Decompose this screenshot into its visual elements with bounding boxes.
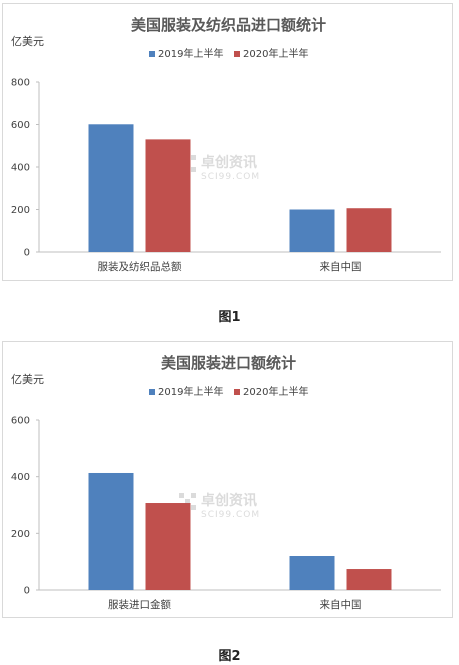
x-tick-label: 来自中国 bbox=[320, 260, 362, 273]
watermark-tile bbox=[191, 493, 196, 498]
legend-swatch bbox=[149, 389, 155, 395]
chart-title: 美国服装进口额统计 bbox=[161, 354, 296, 372]
bar bbox=[289, 556, 335, 590]
y-tick-label: 200 bbox=[11, 529, 30, 540]
y-tick-label: 600 bbox=[11, 416, 30, 427]
bar bbox=[145, 503, 191, 590]
y-tick-label: 0 bbox=[24, 248, 30, 259]
legend-swatch bbox=[234, 389, 240, 395]
bar bbox=[289, 209, 335, 252]
watermark-subtext: SCI99.COM bbox=[201, 510, 260, 520]
watermark-tile bbox=[185, 499, 190, 504]
legend-label: 2020年上半年 bbox=[243, 47, 308, 60]
bar bbox=[145, 139, 191, 252]
figure-caption-2: 图2 bbox=[218, 649, 241, 664]
y-tick-label: 400 bbox=[11, 472, 30, 483]
figure-caption-1: 图1 bbox=[218, 310, 241, 325]
bar bbox=[88, 472, 134, 590]
watermark-tile bbox=[191, 167, 196, 172]
watermark-tile bbox=[191, 505, 196, 510]
y-axis-label: 亿美元 bbox=[11, 35, 44, 48]
y-tick-label: 200 bbox=[11, 205, 30, 216]
watermark-text: 卓创资讯 bbox=[201, 492, 257, 509]
chart-title: 美国服装及纺织品进口额统计 bbox=[131, 16, 326, 34]
watermark-tile bbox=[179, 493, 184, 498]
y-tick-label: 400 bbox=[11, 163, 30, 174]
bar bbox=[346, 208, 392, 252]
chart-panel-1: 美国服装及纺织品进口额统计亿美元 2019年上半年 2020年上半年卓创资讯 SCI9… bbox=[2, 3, 453, 281]
watermark-subtext: SCI99.COM bbox=[201, 172, 260, 182]
legend-label: 2020年上半年 bbox=[243, 385, 308, 398]
watermark-tile bbox=[191, 155, 196, 160]
bar bbox=[88, 124, 134, 252]
x-tick-label: 服装进口金额 bbox=[108, 598, 171, 611]
y-axis-label: 亿美元 bbox=[11, 373, 44, 386]
y-tick-label: 800 bbox=[11, 78, 30, 89]
chart-panel-2: 美国服装进口额统计亿美元 2019年上半年 2020年上半年卓创资讯 SCI99.CO… bbox=[2, 341, 453, 618]
y-tick-label: 600 bbox=[11, 120, 30, 131]
legend-label: 2019年上半年 bbox=[158, 47, 223, 60]
legend-label: 2019年上半年 bbox=[158, 385, 223, 398]
legend-swatch bbox=[149, 51, 155, 57]
watermark-text: 卓创资讯 bbox=[201, 154, 257, 171]
y-tick-label: 0 bbox=[24, 586, 30, 597]
x-tick-label: 服装及纺织品总额 bbox=[98, 260, 182, 273]
bar bbox=[346, 569, 392, 590]
x-tick-label: 来自中国 bbox=[320, 598, 362, 611]
legend-swatch bbox=[234, 51, 240, 57]
